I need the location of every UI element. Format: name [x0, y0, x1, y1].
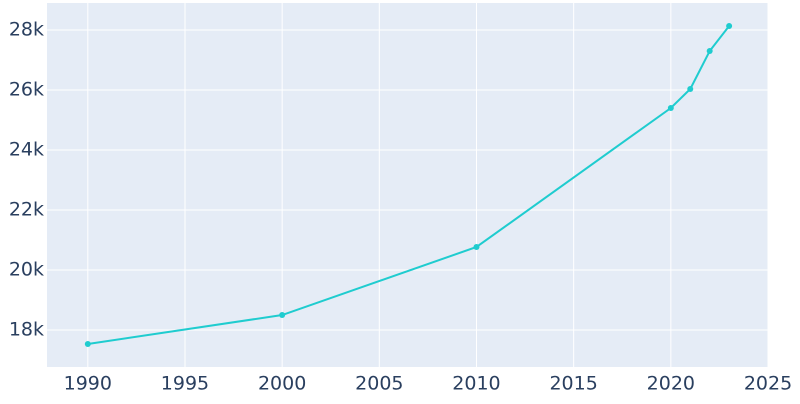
y-tick-label: 28k	[9, 19, 44, 41]
x-tick-label: 2000	[258, 373, 306, 395]
y-tick-label: 24k	[9, 139, 44, 161]
x-tick-label: 2015	[549, 373, 597, 395]
x-tick-label: 2010	[452, 373, 500, 395]
data-point	[726, 23, 733, 30]
data-point	[667, 105, 674, 112]
data-point	[473, 243, 480, 250]
x-tick-label: 2005	[355, 373, 403, 395]
y-tick-label: 26k	[9, 79, 44, 101]
data-point	[706, 48, 713, 55]
y-tick-label: 18k	[9, 319, 44, 341]
plot-area	[47, 3, 768, 367]
y-tick-label: 20k	[9, 259, 44, 281]
data-point	[687, 86, 694, 93]
x-tick-label: 2025	[744, 373, 792, 395]
x-tick-label: 2020	[647, 373, 695, 395]
x-tick-label: 1990	[64, 373, 112, 395]
data-point	[84, 341, 91, 348]
data-point	[279, 312, 286, 319]
y-tick-label: 22k	[9, 199, 44, 221]
x-tick-label: 1995	[161, 373, 209, 395]
